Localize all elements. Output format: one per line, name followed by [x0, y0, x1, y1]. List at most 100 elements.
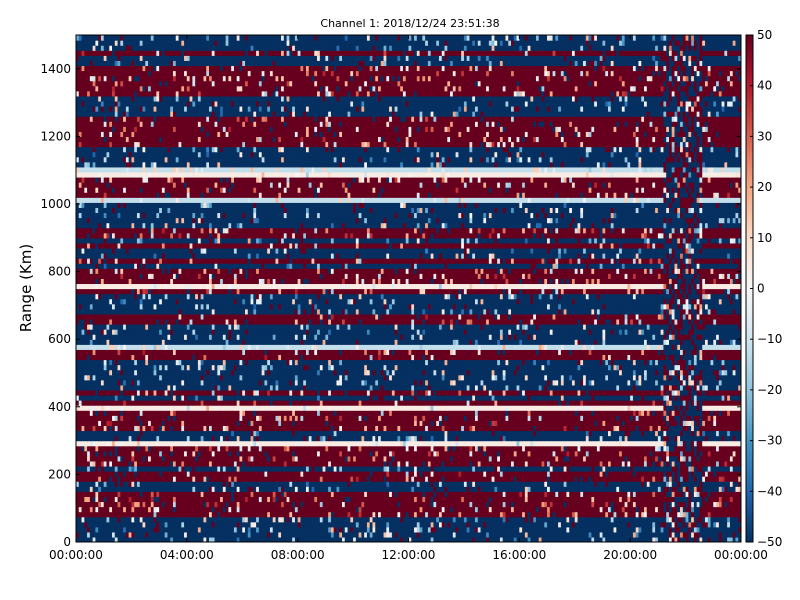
heatmap-cell [682, 531, 687, 538]
heatmap-cell [278, 486, 282, 492]
heatmap-cell [411, 506, 415, 513]
heatmap-cell [161, 481, 166, 487]
heatmap-cell [691, 506, 695, 513]
heatmap-cell [294, 536, 299, 542]
heatmap-cell [475, 476, 479, 482]
heatmap-cell [159, 511, 163, 518]
heatmap-cell [289, 526, 293, 533]
heatmap-cell [513, 460, 518, 467]
heatmap-cell [547, 521, 551, 528]
heatmap-cell [294, 465, 299, 472]
heatmap-cell [159, 465, 163, 472]
heatmap-cell [663, 526, 667, 533]
heatmap-cell [591, 481, 595, 487]
heatmap-cell [591, 460, 595, 467]
heatmap-cell [513, 465, 518, 472]
heatmap-cell [619, 536, 623, 542]
heatmap-cell [150, 476, 155, 482]
heatmap-cell [236, 465, 241, 472]
heatmap-cell [411, 471, 415, 477]
heatmap-cell [644, 460, 648, 467]
heatmap-cell [125, 455, 130, 462]
heatmap-cell [519, 506, 523, 513]
heatmap-cell [125, 491, 130, 497]
heatmap-cell [308, 471, 313, 477]
heatmap-cell [491, 506, 495, 513]
heatmap-cell [732, 496, 737, 503]
heatmap-cell [192, 501, 196, 508]
heatmap-cell [283, 516, 288, 523]
heatmap-cell [375, 491, 379, 497]
heatmap-cell [524, 536, 529, 542]
heatmap-cell [231, 511, 235, 518]
heatmap-cell [668, 511, 673, 518]
heatmap-cell [106, 531, 110, 538]
heatmap-cell [369, 465, 374, 472]
heatmap-cell [294, 526, 299, 533]
heatmap-cell [574, 491, 579, 497]
heatmap-cell [680, 476, 684, 482]
heatmap-cell [366, 455, 371, 462]
heatmap-cell [566, 465, 570, 472]
heatmap-cell [710, 486, 714, 492]
heatmap-cell [513, 521, 518, 528]
heatmap-cell [627, 471, 631, 477]
heatmap-cell [89, 491, 94, 497]
heatmap-cell [729, 491, 734, 497]
heatmap-cell [330, 511, 335, 518]
heatmap-cell [159, 536, 163, 542]
heatmap-cell [353, 516, 357, 523]
heatmap-cell [707, 476, 712, 482]
heatmap-cell [624, 526, 628, 533]
heatmap-cell [220, 536, 224, 542]
heatmap-cell [463, 531, 468, 538]
heatmap-cell [497, 511, 501, 518]
heatmap-cell [641, 460, 645, 467]
heatmap-cell [563, 511, 568, 518]
heatmap-cell [322, 481, 326, 487]
heatmap-cell [450, 536, 454, 542]
heatmap-cell [441, 511, 446, 518]
heatmap-cell [422, 486, 426, 492]
heatmap-cell [547, 506, 551, 513]
heatmap-cell [153, 521, 157, 528]
heatmap-cell [438, 526, 443, 533]
heatmap-cell [139, 471, 144, 477]
heatmap-cell [397, 526, 401, 533]
heatmap-cell [311, 486, 315, 492]
heatmap-cell [710, 476, 714, 482]
heatmap-cell [203, 536, 207, 542]
heatmap-cell [294, 455, 299, 462]
heatmap-cell [258, 531, 263, 538]
heatmap-cell [577, 481, 581, 487]
heatmap-cell [583, 491, 587, 497]
heatmap-cell [164, 455, 169, 462]
heatmap-cell [375, 465, 379, 472]
heatmap-cell [508, 536, 512, 542]
heatmap-cell [566, 501, 570, 508]
heatmap-cell [527, 511, 532, 518]
heatmap-cell [402, 516, 407, 523]
heatmap-cell [488, 465, 493, 472]
heatmap-cell [450, 471, 454, 477]
heatmap-cell [735, 516, 739, 523]
heatmap-cell [596, 511, 601, 518]
heatmap-cell [197, 511, 202, 518]
heatmap-cell [264, 465, 268, 472]
heatmap-cell [438, 531, 443, 538]
heatmap-cell [336, 460, 340, 467]
heatmap-cell [145, 536, 149, 542]
heatmap-cell [688, 511, 692, 518]
heatmap-cell [267, 496, 271, 503]
heatmap-cell [682, 476, 687, 482]
heatmap-cell [729, 496, 734, 503]
heatmap-cell [339, 516, 343, 523]
heatmap-cell [100, 501, 105, 508]
heatmap-cell [253, 455, 257, 462]
heatmap-cell [161, 536, 166, 542]
heatmap-cell [569, 501, 573, 508]
heatmap-cell [693, 516, 698, 523]
heatmap-cell [222, 471, 227, 477]
heatmap-cell [330, 526, 335, 533]
heatmap-cell [616, 496, 620, 503]
